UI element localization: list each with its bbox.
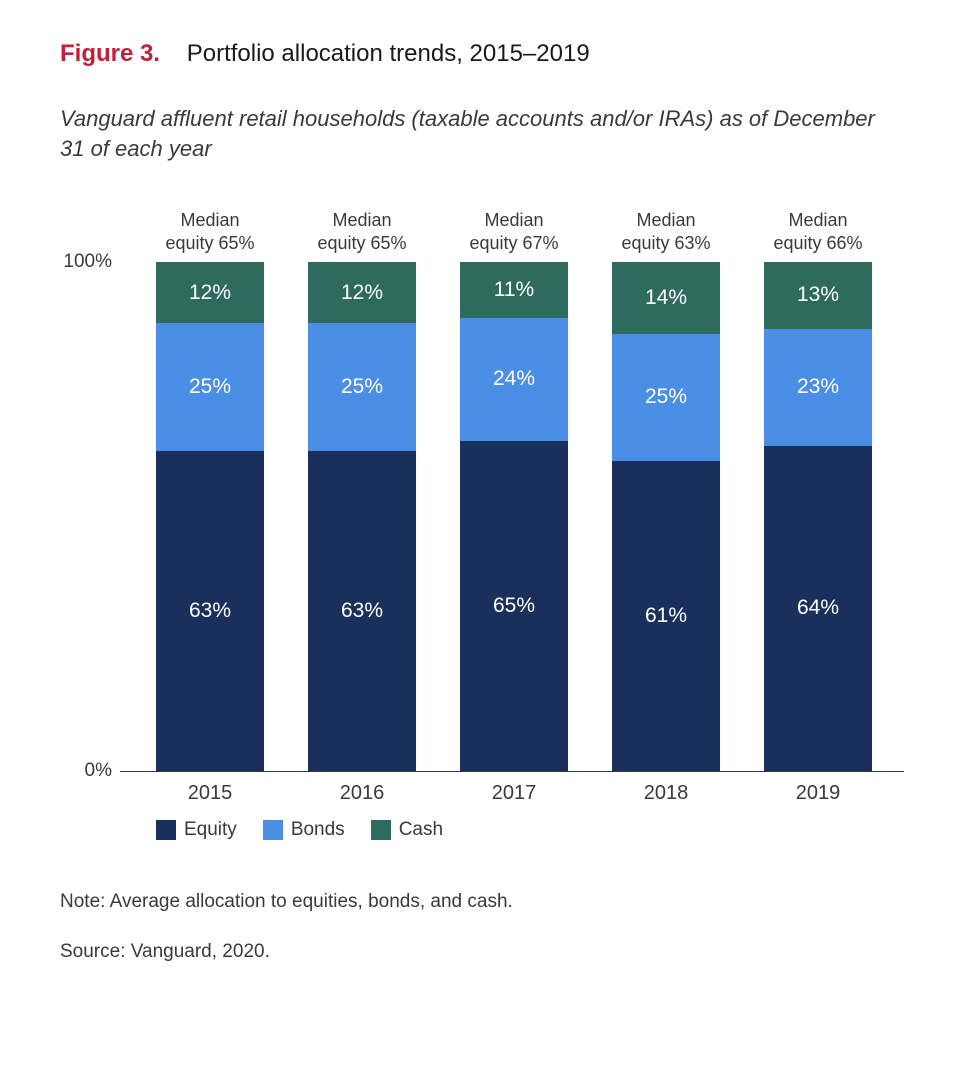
bar-segment-value: 64% xyxy=(797,596,839,620)
bar-segment-bonds: 25% xyxy=(612,334,720,461)
x-axis-label: 2018 xyxy=(612,782,720,805)
bar-top-label-line: equity 67% xyxy=(460,232,568,255)
x-axis-labels: 2015 2016 2017 2018 2019 xyxy=(120,782,904,805)
chart: Medianequity 65%Medianequity 65%Medianeq… xyxy=(120,209,904,841)
bar-segment-value: 24% xyxy=(493,367,535,391)
bar-segment-bonds: 25% xyxy=(308,323,416,450)
figure-label: Figure 3. xyxy=(60,40,160,67)
legend-item-cash: Cash xyxy=(371,819,443,841)
legend-label: Bonds xyxy=(291,819,345,841)
bar-segment-bonds: 24% xyxy=(460,318,568,440)
bar-top-label-line: Median xyxy=(460,209,568,232)
bar-segment-value: 23% xyxy=(797,375,839,399)
stacked-bar: 13% 23% 64% xyxy=(764,262,872,771)
stacked-bar: 12% 25% 63% xyxy=(308,262,416,771)
figure-source: Source: Vanguard, 2020. xyxy=(60,941,904,963)
bar-segment-equity: 65% xyxy=(460,441,568,772)
bar-segment-cash: 13% xyxy=(764,262,872,328)
bar-segment-value: 12% xyxy=(189,281,231,305)
bar-segment-value: 61% xyxy=(645,604,687,628)
bar-segment-value: 25% xyxy=(645,385,687,409)
bar-segment-value: 13% xyxy=(797,283,839,307)
legend-label: Cash xyxy=(399,819,443,841)
bar-top-label-line: equity 63% xyxy=(612,232,720,255)
legend-label: Equity xyxy=(184,819,237,841)
y-tick: 0% xyxy=(48,760,112,782)
bar-segment-value: 14% xyxy=(645,286,687,310)
bar-segment-equity: 64% xyxy=(764,446,872,772)
bar-segment-cash: 12% xyxy=(156,262,264,323)
bar-top-label: Medianequity 65% xyxy=(308,209,416,254)
stacked-bar: 14% 25% 61% xyxy=(612,262,720,771)
x-axis-label: 2016 xyxy=(308,782,416,805)
figure-note: Note: Average allocation to equities, bo… xyxy=(60,891,904,913)
figure-header: Figure 3. Portfolio allocation trends, 2… xyxy=(60,40,904,68)
figure-subtitle: Vanguard affluent retail households (tax… xyxy=(60,104,904,163)
bar-segment-value: 63% xyxy=(341,599,383,623)
bar-segment-value: 12% xyxy=(341,281,383,305)
legend-item-bonds: Bonds xyxy=(263,819,345,841)
bar-segment-value: 11% xyxy=(494,278,534,302)
plot-area: 12% 25% 63% 12% 25% 63% 11% 24% 65% 14% 25% 61% 13% 2… xyxy=(120,262,904,772)
stacked-bar: 11% 24% 65% xyxy=(460,262,568,771)
bar-segment-equity: 63% xyxy=(156,451,264,772)
bar-segment-value: 65% xyxy=(493,594,535,618)
bar-segment-value: 25% xyxy=(189,375,231,399)
legend-swatch xyxy=(371,820,391,840)
bar-segment-cash: 12% xyxy=(308,262,416,323)
bar-top-label-line: Median xyxy=(612,209,720,232)
legend-swatch xyxy=(263,820,283,840)
bar-top-label-line: Median xyxy=(156,209,264,232)
bar-top-label: Medianequity 67% xyxy=(460,209,568,254)
bar-top-label-line: Median xyxy=(308,209,416,232)
bar-segment-value: 25% xyxy=(341,375,383,399)
bar-top-label-line: Median xyxy=(764,209,872,232)
legend: Equity Bonds Cash xyxy=(120,819,904,841)
x-axis-label: 2017 xyxy=(460,782,568,805)
bar-segment-value: 63% xyxy=(189,599,231,623)
bar-top-label-line: equity 65% xyxy=(156,232,264,255)
bar-top-label-line: equity 66% xyxy=(764,232,872,255)
x-axis-label: 2015 xyxy=(156,782,264,805)
bar-top-label: Medianequity 66% xyxy=(764,209,872,254)
bar-segment-cash: 14% xyxy=(612,262,720,333)
x-axis-label: 2019 xyxy=(764,782,872,805)
bar-segment-equity: 63% xyxy=(308,451,416,772)
legend-item-equity: Equity xyxy=(156,819,237,841)
bar-segment-bonds: 25% xyxy=(156,323,264,450)
bar-top-label: Medianequity 65% xyxy=(156,209,264,254)
bar-top-label: Medianequity 63% xyxy=(612,209,720,254)
bar-segment-bonds: 23% xyxy=(764,329,872,446)
bar-segment-equity: 61% xyxy=(612,461,720,771)
legend-swatch xyxy=(156,820,176,840)
bar-top-labels: Medianequity 65%Medianequity 65%Medianeq… xyxy=(120,209,904,254)
bar-segment-cash: 11% xyxy=(460,262,568,318)
figure-title: Portfolio allocation trends, 2015–2019 xyxy=(187,40,590,67)
bars-container: 12% 25% 63% 12% 25% 63% 11% 24% 65% 14% 25% 61% 13% 2… xyxy=(120,262,904,771)
y-tick: 100% xyxy=(48,251,112,273)
bar-top-label-line: equity 65% xyxy=(308,232,416,255)
stacked-bar: 12% 25% 63% xyxy=(156,262,264,771)
